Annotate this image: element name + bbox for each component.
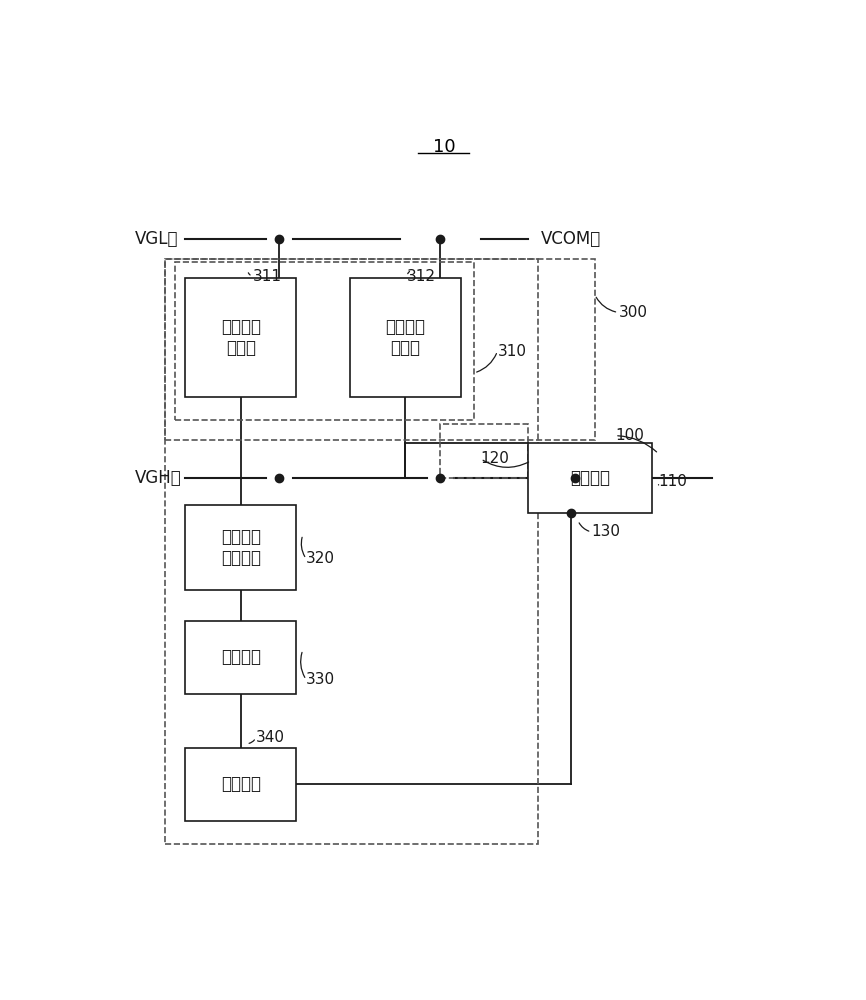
Text: 311: 311 <box>253 269 281 284</box>
Bar <box>350 278 461 397</box>
Text: 比较单元: 比较单元 <box>221 648 261 666</box>
Text: 电流电压
转换单元: 电流电压 转换单元 <box>221 528 261 567</box>
Bar <box>185 620 296 694</box>
Text: 130: 130 <box>591 524 620 539</box>
Bar <box>165 259 595 440</box>
Bar <box>185 748 296 821</box>
Text: 310: 310 <box>497 344 527 359</box>
Text: 100: 100 <box>615 428 643 443</box>
Text: 第一侦测
子单元: 第一侦测 子单元 <box>221 318 261 357</box>
Text: 300: 300 <box>618 305 647 320</box>
Text: 第二侦测
子单元: 第二侦测 子单元 <box>385 318 425 357</box>
Bar <box>185 505 296 590</box>
Text: 320: 320 <box>307 551 335 566</box>
Text: 340: 340 <box>256 730 285 745</box>
Text: 330: 330 <box>307 672 335 687</box>
Bar <box>165 259 538 844</box>
Bar <box>441 424 527 478</box>
Text: VGH线: VGH线 <box>135 469 182 487</box>
Text: 312: 312 <box>407 269 436 284</box>
Bar <box>175 262 474 420</box>
Text: VCOM线: VCOM线 <box>541 230 601 248</box>
Text: 110: 110 <box>658 474 688 489</box>
Text: 倍压电路: 倍压电路 <box>570 469 610 487</box>
Text: VGL线: VGL线 <box>135 230 178 248</box>
Text: 120: 120 <box>481 451 509 466</box>
Bar <box>185 278 296 397</box>
Bar <box>527 443 652 513</box>
Text: 控制单元: 控制单元 <box>221 775 261 793</box>
Text: 10: 10 <box>432 138 456 156</box>
